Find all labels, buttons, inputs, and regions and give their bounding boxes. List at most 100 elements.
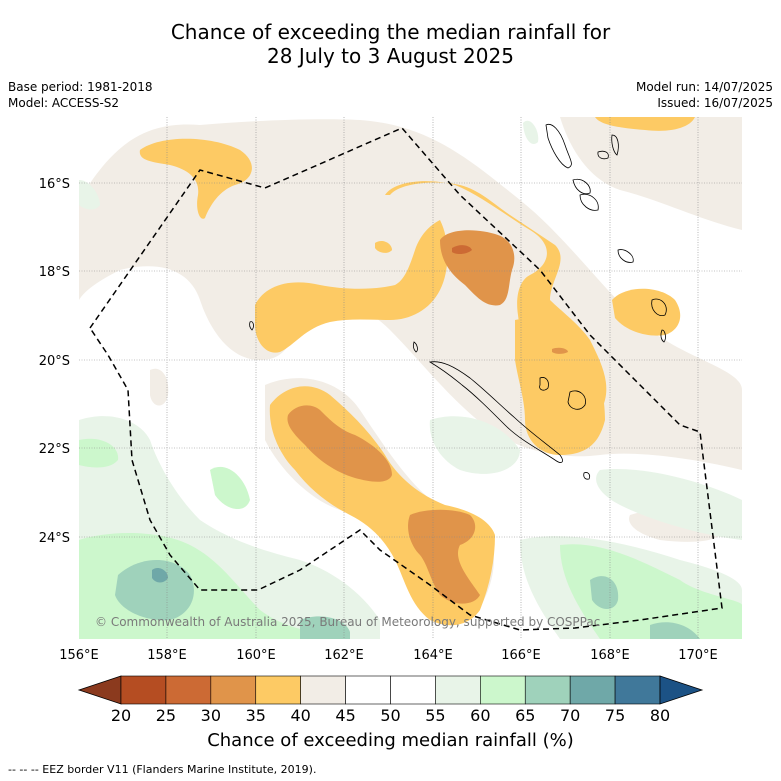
model-text: Model: ACCESS-S2 bbox=[8, 96, 120, 110]
small-island-2 bbox=[249, 321, 254, 331]
eez-border bbox=[89, 127, 723, 631]
lon-label-168e: 168°E bbox=[590, 648, 630, 663]
orange-central-arm bbox=[255, 220, 448, 353]
colorbar-tick-label: 60 bbox=[470, 706, 490, 725]
orange-east bbox=[612, 288, 681, 336]
copyright-text: © Commonwealth of Australia 2025, Bureau… bbox=[95, 615, 600, 629]
lon-label-158e: 158°E bbox=[147, 648, 187, 663]
orange-east-center bbox=[515, 319, 605, 455]
loyalty-island-2 bbox=[567, 390, 586, 410]
colorbar-arrow-high bbox=[659, 675, 704, 705]
lon-label-162e: 162°E bbox=[324, 648, 364, 663]
colorbar-segment bbox=[480, 675, 526, 705]
light-green-east bbox=[596, 469, 742, 540]
vanuatu-central-3 bbox=[579, 193, 599, 211]
colorbar-segment bbox=[300, 675, 346, 705]
colorbar-segment bbox=[569, 675, 616, 705]
band-65-70 bbox=[115, 560, 700, 639]
dark-orange-south-1 bbox=[287, 405, 392, 482]
colorbar-ticks: 20 25 30 35 40 45 50 55 60 65 70 75 80 bbox=[111, 706, 670, 725]
light-green-north bbox=[523, 120, 539, 144]
beige-patch-1 bbox=[150, 368, 169, 406]
colorbar-tick-label: 40 bbox=[290, 706, 310, 725]
colorbar-tick-label: 30 bbox=[201, 706, 221, 725]
light-green-northwest bbox=[79, 180, 100, 210]
teal-south bbox=[300, 616, 350, 639]
teal-southwest bbox=[115, 560, 194, 621]
colorbar-tick-label: 20 bbox=[111, 706, 131, 725]
vanuatu-central-2 bbox=[611, 134, 619, 156]
colorbar-segment bbox=[255, 675, 301, 705]
band-70-75 bbox=[152, 567, 168, 583]
colorbar-segment bbox=[210, 675, 257, 705]
eez-legend-text: -- -- -- EEZ border V11 (Flanders Marine… bbox=[8, 763, 317, 776]
orange-small-northeast bbox=[595, 117, 695, 131]
colorbar-segment bbox=[120, 675, 167, 705]
issued-text: Issued: 16/07/2025 bbox=[657, 96, 773, 110]
colorbar-tick-label: 50 bbox=[380, 706, 400, 725]
light-green-center bbox=[429, 416, 520, 474]
lat-label-18s: 18°S bbox=[39, 265, 70, 280]
colorbar-tick-label: 80 bbox=[650, 706, 670, 725]
colorbar-segment bbox=[435, 675, 481, 705]
teal-southeast-1 bbox=[590, 576, 619, 609]
band-25-30 bbox=[452, 245, 472, 255]
green-west-2 bbox=[210, 466, 250, 510]
colorbar-tick-label: 75 bbox=[605, 706, 625, 725]
model-run-text: Model run: 14/07/2025 bbox=[635, 80, 773, 94]
vanuatu-south-2 bbox=[651, 298, 667, 317]
lon-label-166e: 166°E bbox=[501, 648, 541, 663]
new-caledonia-coast bbox=[428, 361, 563, 463]
colorbar-tick-label: 35 bbox=[246, 706, 266, 725]
orange-small-north bbox=[375, 240, 392, 253]
base-period-text: Base period: 1981-2018 bbox=[8, 80, 153, 94]
vanuatu-north-2 bbox=[597, 150, 609, 160]
colorbar: 20 25 30 35 40 45 50 55 60 65 70 75 80 bbox=[77, 675, 704, 725]
lat-label-22s: 22°S bbox=[39, 442, 70, 457]
title-line-2: 28 July to 3 August 2025 bbox=[267, 44, 514, 68]
lon-label-156e: 156°E bbox=[59, 648, 99, 663]
graticule bbox=[79, 117, 742, 639]
title-line-1: Chance of exceeding the median rainfall … bbox=[170, 20, 611, 44]
colorbar-tick-label: 70 bbox=[560, 706, 580, 725]
isle-of-pines bbox=[583, 472, 591, 480]
colorbar-segment bbox=[345, 675, 391, 705]
teal-southeast-2 bbox=[650, 622, 700, 639]
teal-dark-spot bbox=[152, 567, 168, 583]
lon-label-170e: 170°E bbox=[678, 648, 718, 663]
dark-orange-east-spot bbox=[552, 347, 568, 354]
vanuatu-central-1 bbox=[572, 178, 591, 195]
colorbar-segment bbox=[165, 675, 212, 705]
loyalty-island-1 bbox=[539, 377, 549, 391]
colorbar-segments bbox=[77, 675, 704, 705]
colorbar-tick-label: 65 bbox=[515, 706, 535, 725]
chart-title: Chance of exceeding the median rainfall … bbox=[0, 20, 781, 68]
meta-right: Model run: 14/07/2025 Issued: 16/07/2025 bbox=[636, 79, 773, 111]
colorbar-segment bbox=[390, 675, 436, 705]
beige-region-northeast bbox=[560, 117, 742, 230]
dark-orange-south-2 bbox=[408, 509, 480, 604]
colorbar-arrow-low bbox=[77, 675, 122, 705]
lon-label-160e: 160°E bbox=[236, 648, 276, 663]
colorbar-title: Chance of exceeding median rainfall (%) bbox=[207, 730, 574, 751]
green-west-1 bbox=[79, 438, 119, 468]
colorbar-tick-label: 45 bbox=[335, 706, 355, 725]
lon-labels: 156°E 158°E 160°E 162°E 164°E 166°E 168°… bbox=[59, 648, 718, 663]
colorbar-segment bbox=[524, 675, 571, 705]
small-island-3 bbox=[413, 341, 418, 353]
small-island-1 bbox=[660, 329, 666, 343]
map-area: © Commonwealth of Australia 2025, Bureau… bbox=[79, 117, 742, 639]
green-southeast bbox=[560, 544, 742, 639]
colorbar-tick-label: 55 bbox=[425, 706, 445, 725]
lat-label-16s: 16°S bbox=[39, 177, 70, 192]
vanuatu-north-1 bbox=[545, 123, 572, 169]
lat-labels: 16°S 18°S 20°S 22°S 24°S bbox=[39, 177, 70, 546]
red-orange-spot bbox=[452, 245, 472, 255]
lat-label-20s: 20°S bbox=[39, 354, 70, 369]
colorbar-segment bbox=[614, 675, 661, 705]
vanuatu-south-1 bbox=[617, 249, 634, 263]
orange-northwest bbox=[139, 138, 252, 219]
meta-left: Base period: 1981-2018 Model: ACCESS-S2 bbox=[8, 79, 153, 111]
lat-label-24s: 24°S bbox=[39, 531, 70, 546]
